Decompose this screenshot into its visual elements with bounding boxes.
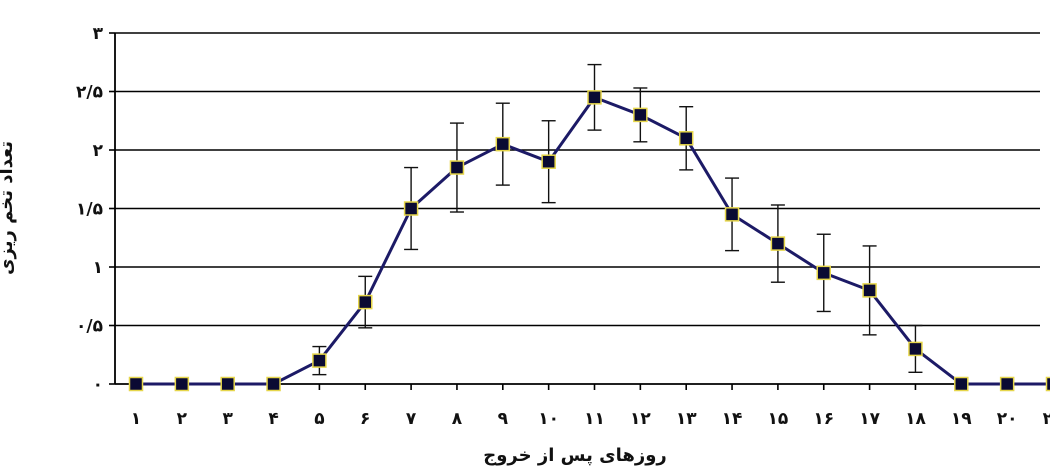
x-tick-label: ۲ <box>177 409 188 429</box>
x-tick-label: ۱۸ <box>905 409 926 429</box>
x-tick-label: ۶ <box>360 409 370 429</box>
data-point <box>862 283 877 298</box>
x-tick-label: ۲۰ <box>997 409 1018 429</box>
x-axis-title: روزهای پس از خروج <box>483 445 667 466</box>
data-point <box>128 376 144 392</box>
data-point <box>678 131 694 146</box>
data-point <box>770 236 786 251</box>
data-point <box>633 107 648 123</box>
x-tick-label: ۱۱ <box>584 409 605 429</box>
x-tick-label: ۸ <box>452 409 463 429</box>
x-tick-label: ۱۰ <box>538 409 559 429</box>
x-tick-label: ۷ <box>406 409 417 429</box>
y-axis-title: تعداد تخم ریزی <box>0 141 17 275</box>
x-tick-labels: ۱۲۳۴۵۶۷۸۹۱۰۱۱۱۲۱۳۱۴۱۵۱۶۱۷۱۸۱۹۲۰۲۱ <box>131 409 1050 429</box>
data-point <box>724 207 740 222</box>
error-bars <box>312 63 923 376</box>
axes <box>109 32 1040 390</box>
data-point <box>312 353 327 368</box>
series-line-path <box>136 95 1050 386</box>
data-point <box>266 376 281 392</box>
x-tick-label: ۲۱ <box>1043 409 1050 429</box>
y-tick-label: ۲/۵ <box>76 83 103 103</box>
y-tick-label: ۳ <box>93 24 104 44</box>
y-tick-labels: ۰ ۰/۵ ۱ ۱/۵ ۲ ۲/۵ ۳ <box>76 24 104 395</box>
data-points <box>128 90 1050 392</box>
data-point <box>403 201 419 216</box>
x-tick-label: ۵ <box>314 409 324 429</box>
y-tick-label: ۲ <box>93 141 104 161</box>
data-point <box>220 376 235 392</box>
data-point <box>1045 376 1050 392</box>
data-point <box>587 90 602 105</box>
x-tick-label: ۱۲ <box>630 409 651 429</box>
x-tick-label: ۱ <box>131 409 141 429</box>
data-point <box>174 376 190 392</box>
y-tick-label: ۰/۵ <box>76 317 103 337</box>
x-tick-label: ۱۶ <box>813 409 834 429</box>
series-line <box>136 95 1050 386</box>
y-tick-label: ۱ <box>93 258 103 278</box>
x-tick-label: ۱۳ <box>676 409 697 429</box>
data-point <box>358 294 373 310</box>
y-tick-label: ۱/۵ <box>76 200 103 220</box>
data-point <box>449 160 465 175</box>
data-point <box>999 376 1015 392</box>
x-tick-label: ۴ <box>268 409 278 429</box>
x-tick-label: ۱۹ <box>951 409 972 429</box>
grid-lines <box>115 32 1040 327</box>
x-tick-label: ۳ <box>223 409 234 429</box>
data-point <box>816 265 831 281</box>
data-point <box>954 376 969 392</box>
data-point <box>495 136 511 152</box>
x-tick-label: ۱۵ <box>768 409 789 429</box>
y-tick-label: ۰ <box>93 375 103 395</box>
x-tick-label: ۱۴ <box>722 409 743 429</box>
x-tick-label: ۹ <box>498 409 509 429</box>
data-point <box>908 341 923 357</box>
x-tick-label: ۱۷ <box>859 409 880 429</box>
data-point <box>541 154 556 169</box>
